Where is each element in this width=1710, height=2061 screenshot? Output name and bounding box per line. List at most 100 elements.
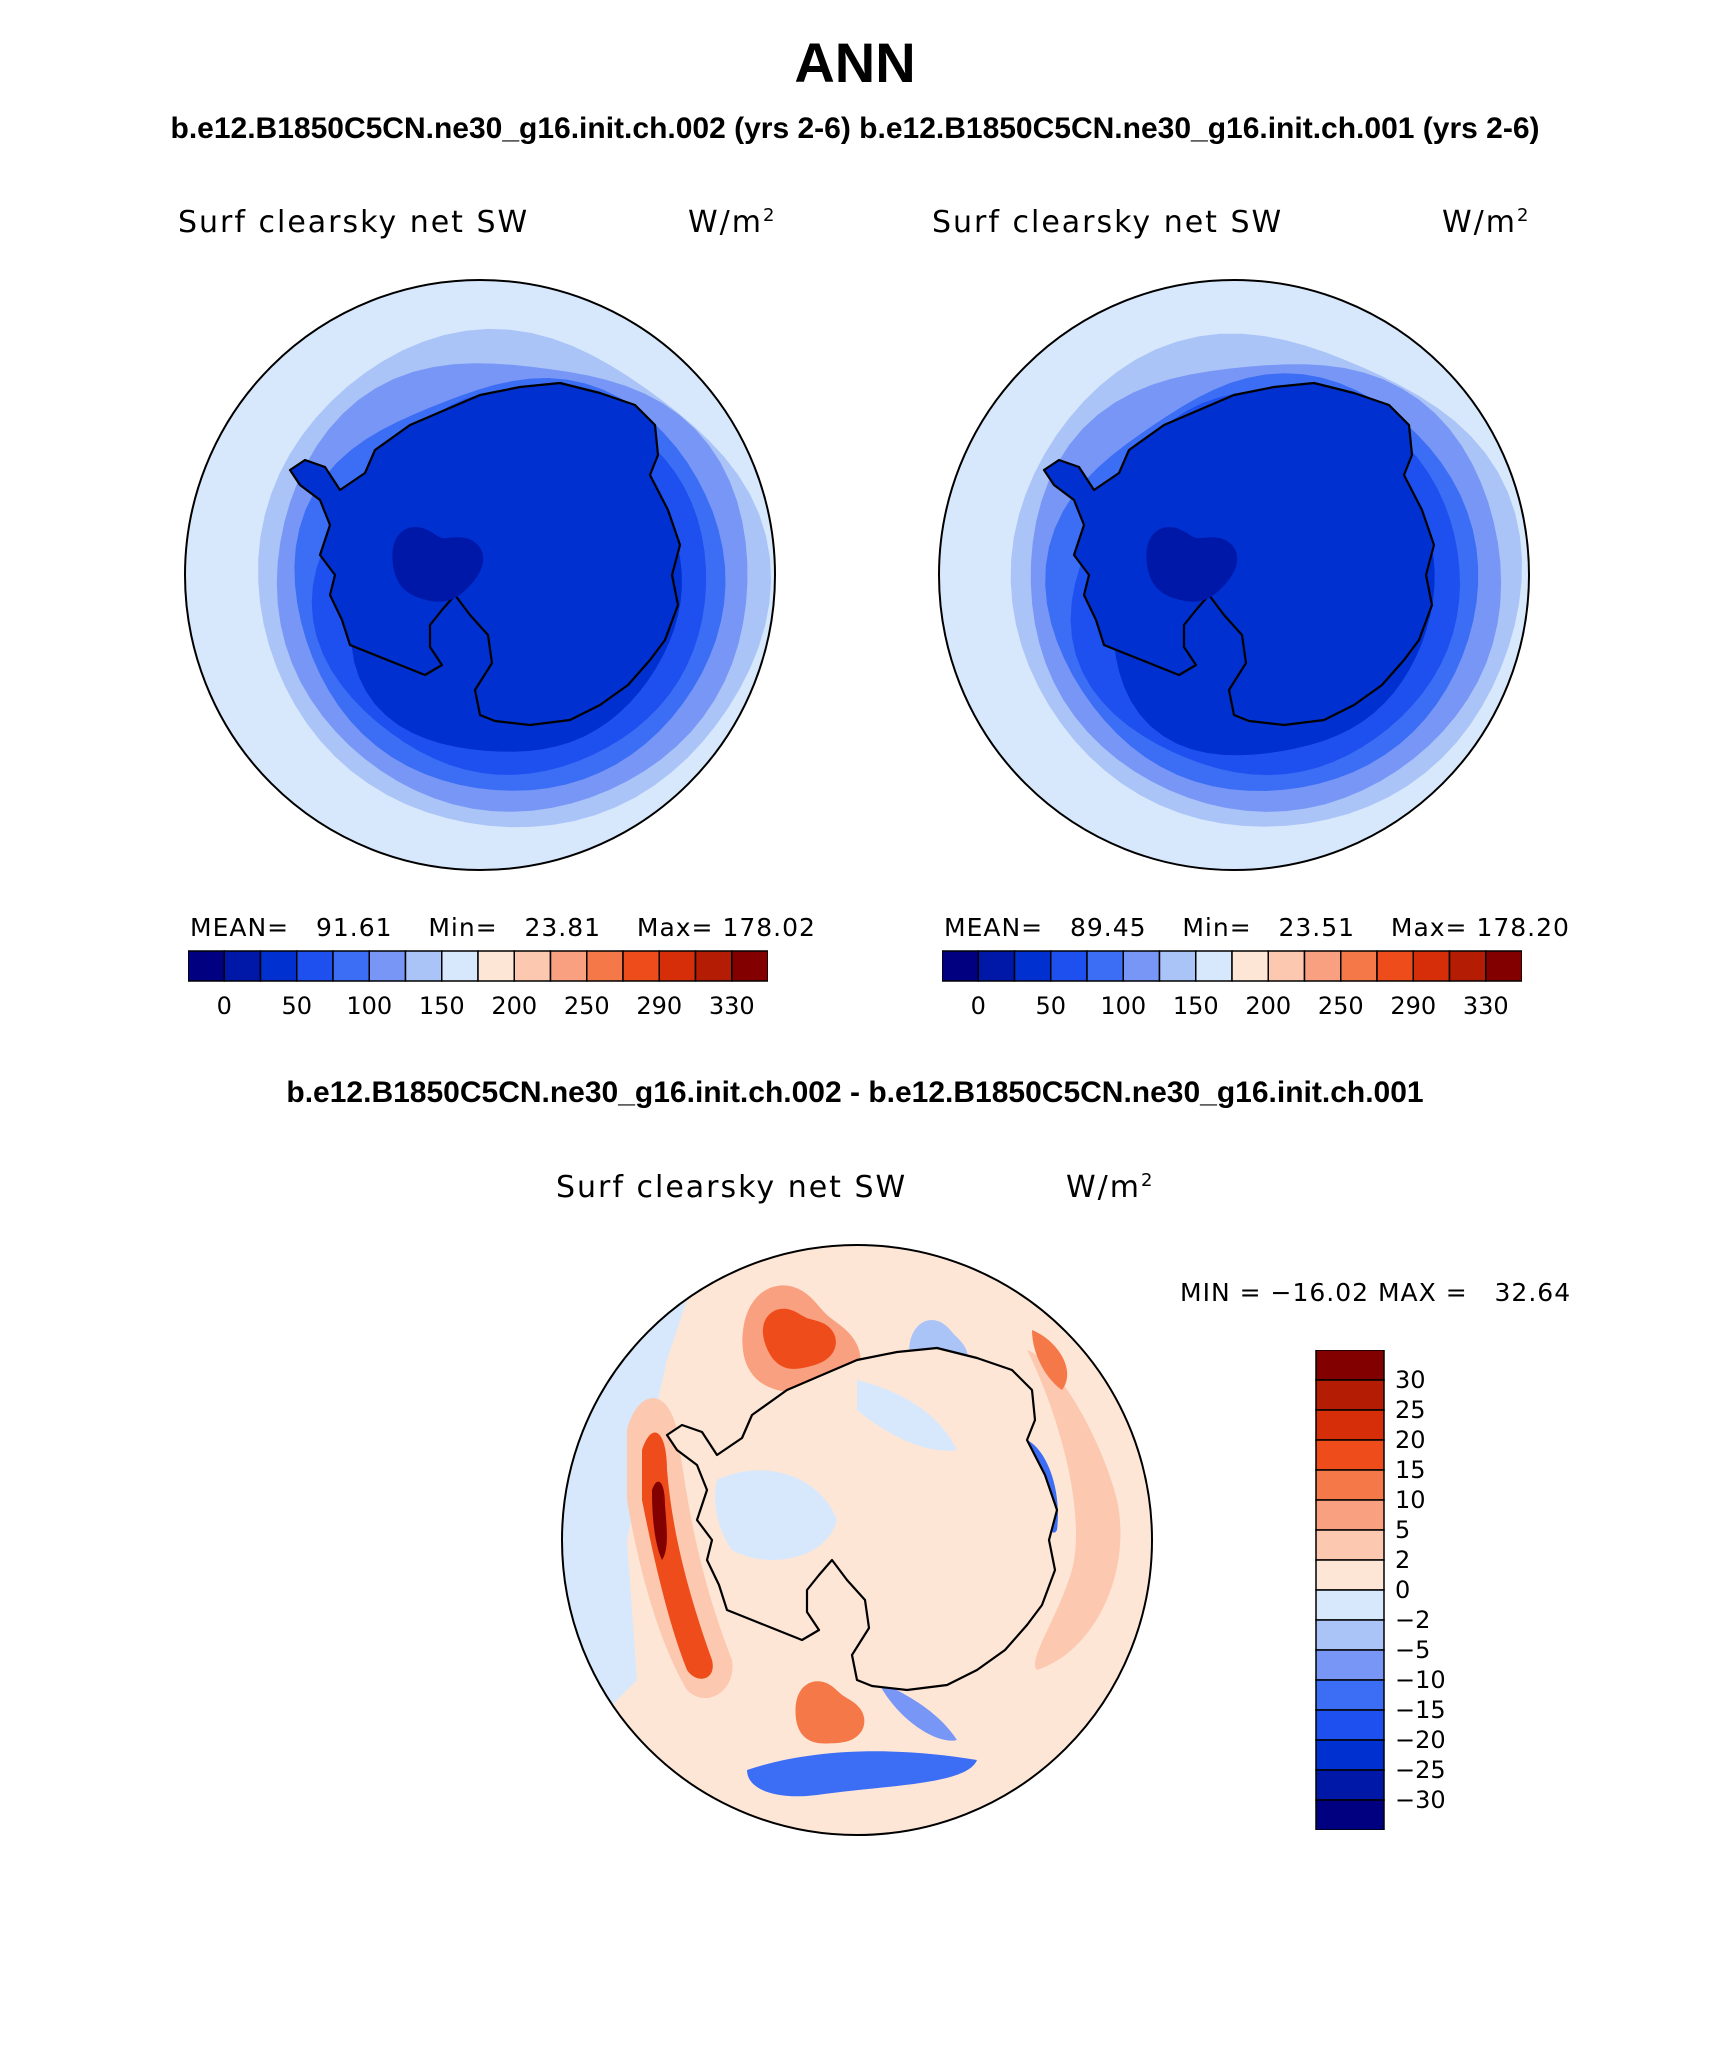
colorbar-swatch — [1315, 1649, 1385, 1681]
colorbar-swatch — [586, 950, 624, 982]
panel3-stats: MIN = −16.02 MAX = 32.64 — [1180, 1278, 1571, 1307]
colorbar-swatch — [1315, 1409, 1385, 1441]
colorbar-swatch — [441, 950, 479, 982]
panel1-polar-map — [184, 279, 776, 871]
colorbar-swatch — [1315, 1769, 1385, 1801]
positive-core-northeast — [1032, 1330, 1068, 1390]
panel2-variable-title: Surf clearsky net SW — [932, 205, 1284, 240]
panel1-min-label: Min= — [428, 913, 498, 942]
map-boundary — [938, 279, 1530, 871]
panel1-max-label: Max= — [636, 913, 714, 942]
colorbar-tick-label: 15 — [1395, 1456, 1426, 1484]
positive-band-east — [1027, 1350, 1121, 1670]
panel1-min-value: 23.81 — [524, 913, 602, 942]
colorbar-swatch — [1376, 950, 1414, 982]
colorbar-tick-label: −15 — [1395, 1696, 1446, 1724]
panel1-units: W/m2 — [688, 205, 776, 240]
colorbar-swatch — [1315, 1499, 1385, 1531]
colorbar-tick-label: 200 — [491, 992, 538, 1020]
colorbar-swatch — [1315, 1619, 1385, 1651]
map-boundary — [184, 279, 776, 871]
main-title: ANN — [794, 31, 916, 94]
panel3-variable-title: Surf clearsky net SW — [556, 1170, 908, 1205]
colorbar-swatch — [1315, 1469, 1385, 1501]
colorbar-swatch — [977, 950, 1016, 982]
colorbar-tick-label: 290 — [1390, 992, 1437, 1020]
colorbar-tick-label: 200 — [1245, 992, 1292, 1020]
panel3-colorbar — [1315, 1350, 1385, 1830]
colorbar-tick-label: 250 — [1317, 992, 1364, 1020]
colorbar-tick-label: 100 — [346, 992, 393, 1020]
colorbar-swatch — [1231, 950, 1269, 982]
colorbar-tick-label: −25 — [1395, 1756, 1446, 1784]
colorbar-swatch — [658, 950, 697, 982]
colorbar-swatch — [296, 950, 334, 982]
colorbar-tick-label: 100 — [1100, 992, 1147, 1020]
colorbar-swatch — [1315, 1799, 1385, 1830]
panel3-max-value: 32.64 — [1494, 1278, 1572, 1307]
positive-region-south — [795, 1681, 865, 1744]
panel1-colorbar — [188, 950, 768, 982]
colorbar-tick-label: 2 — [1395, 1546, 1411, 1574]
panel1-units-power: 2 — [763, 205, 777, 226]
antarctica-coastline — [665, 1346, 1059, 1692]
panel2-colorbar — [942, 950, 1522, 982]
colorbar-swatch — [1267, 950, 1306, 982]
colorbar-swatch — [694, 950, 733, 982]
antarctica-coastline — [1042, 381, 1436, 727]
panel2-min-label: Min= — [1182, 913, 1252, 942]
colorbar-swatch — [1195, 950, 1233, 982]
colorbar-swatch — [1013, 950, 1052, 982]
colorbar-tick-label: 0 — [1395, 1576, 1411, 1604]
difference-contours — [562, 1245, 1152, 1835]
colorbar-swatch — [1485, 950, 1522, 982]
panel2-units-label: W/m — [1442, 205, 1517, 240]
panel3-min-label: MIN = — [1180, 1278, 1262, 1307]
negative-region-land-west — [715, 1470, 837, 1560]
panel3-max-label: MAX = — [1377, 1278, 1468, 1307]
colorbar-swatch — [332, 950, 370, 982]
negative-band-south — [747, 1751, 977, 1797]
positive-max-west — [652, 1481, 667, 1560]
panel3-units-power: 2 — [1141, 1170, 1155, 1191]
panel2-units: W/m2 — [1442, 205, 1530, 240]
colorbar-swatch — [1315, 1589, 1385, 1621]
colorbar-swatch — [1315, 1559, 1385, 1591]
colorbar-tick-label: 25 — [1395, 1396, 1426, 1424]
colorbar-swatch — [223, 950, 262, 982]
colorbar-swatch — [1412, 950, 1451, 982]
colorbar-swatch — [1315, 1350, 1385, 1381]
negative-region-land-north — [857, 1380, 957, 1451]
colorbar-tick-label: 10 — [1395, 1486, 1426, 1514]
panel1-units-label: W/m — [688, 205, 763, 240]
negative-region-ross — [877, 1680, 957, 1741]
colorbar-swatch — [513, 950, 552, 982]
panel2-max-label: Max= — [1390, 913, 1468, 942]
panel2-mean-label: MEAN= — [944, 913, 1044, 942]
colorbar-tick-label: 5 — [1395, 1516, 1411, 1544]
colorbar-tick-label: 20 — [1395, 1426, 1426, 1454]
colorbar-swatch — [477, 950, 515, 982]
colorbar-swatch — [731, 950, 768, 982]
colorbar-swatch — [1315, 1379, 1385, 1411]
colorbar-swatch — [188, 950, 225, 982]
field-contours — [939, 280, 1529, 870]
panel2-units-power: 2 — [1517, 205, 1531, 226]
panel3-units-label: W/m — [1066, 1170, 1141, 1205]
colorbar-tick-label: 250 — [563, 992, 610, 1020]
colorbar-tick-label: 290 — [636, 992, 683, 1020]
colorbar-swatch — [1315, 1529, 1385, 1561]
panel3-colorbar-ticks: 30 25 20 15 10 5 2 0 −2 −5 −10 −15 −20 −25 −30 — [1395, 1350, 1475, 1830]
colorbar-tick-label: 330 — [708, 992, 755, 1020]
panel1-mean-value: 91.61 — [315, 913, 393, 942]
colorbar-swatch — [549, 950, 588, 982]
panel3-units: W/m2 — [1066, 1170, 1154, 1205]
colorbar-tick-label: 0 — [216, 992, 232, 1020]
ice-plateau-minimum — [392, 527, 484, 602]
colorbar-tick-label: 30 — [1395, 1366, 1426, 1394]
colorbar-swatch — [1315, 1679, 1385, 1711]
panel2-mean-value: 89.45 — [1069, 913, 1147, 942]
colorbar-tick-label: 150 — [1172, 992, 1219, 1020]
colorbar-swatch — [1340, 950, 1378, 982]
colorbar-tick-label: −5 — [1395, 1636, 1431, 1664]
